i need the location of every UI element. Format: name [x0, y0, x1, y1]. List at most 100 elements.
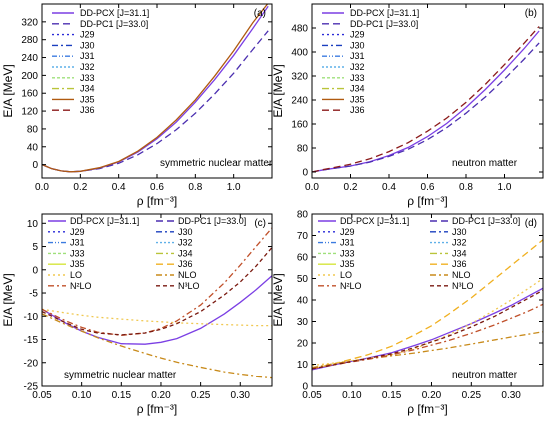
x-tick-label: 0.4 — [382, 182, 396, 193]
x-tick-label: 0.30 — [501, 390, 521, 401]
legend-label: J31 — [80, 51, 95, 61]
legend-label: J30 — [80, 40, 95, 50]
x-tick-label: 0.05 — [302, 390, 322, 401]
x-tick-label: 0.8 — [459, 182, 473, 193]
y-tick-label: 30 — [297, 317, 309, 328]
series-line-dd-pc1-j-33-0- — [42, 30, 269, 173]
y-axis-label: E/A [MeV] — [271, 273, 285, 326]
legend-label: J33 — [340, 248, 355, 258]
legend-label: NLO — [178, 270, 197, 280]
x-tick-label: 0.20 — [151, 390, 171, 401]
legend-label: J32 — [350, 62, 365, 72]
legend-label: J35 — [80, 94, 95, 104]
legend-label: J36 — [80, 105, 95, 115]
x-axis-label: ρ [fm⁻³] — [137, 194, 178, 208]
legend-label: DD-PCX [J=31.1] — [340, 216, 409, 226]
x-axis-label: ρ [fm⁻³] — [137, 402, 178, 416]
y-axis-label: E/A [MeV] — [271, 64, 285, 117]
legend-label: DD-PC1 [J=33.0] — [452, 216, 520, 226]
legend-label: J36 — [350, 105, 365, 115]
x-tick-label: 0.25 — [191, 390, 211, 401]
y-tick-label: -5 — [29, 289, 38, 300]
panel-c: 0.05 0.10 0.15 0.20 0.25 0.30 -25 -20 -15 -10 -5 0 5… — [1, 213, 273, 416]
legend-label: DD-PCX [J=31.1] — [350, 8, 419, 18]
series-line-n-lo — [312, 303, 543, 370]
panel-annotation: symmetric nuclear matter — [160, 158, 273, 169]
legend-label: J33 — [350, 73, 365, 83]
legend-label: J33 — [80, 73, 95, 83]
legend-label: J34 — [178, 248, 193, 258]
panel-annotation: neutron matter — [452, 158, 518, 169]
x-tick-label: 0.2 — [344, 182, 358, 193]
y-tick-label: 70 — [297, 231, 309, 242]
legend-label: J31 — [350, 51, 365, 61]
x-tick-label: 1.0 — [498, 182, 512, 193]
legend: DD-PCX [J=31.1]DD-PC1 [J=33.0]J29J30J31J… — [52, 8, 149, 115]
y-tick-label: 240 — [21, 53, 38, 64]
x-tick-label: 0.0 — [35, 182, 49, 193]
x-tick-label: 0.8 — [188, 182, 202, 193]
legend-label: J34 — [80, 84, 95, 94]
x-tick-label: 0.05 — [32, 390, 52, 401]
plot-frame — [41, 213, 273, 387]
series-line-j36 — [312, 26, 540, 173]
y-tick-label: 40 — [297, 296, 309, 307]
y-tick-label: 10 — [297, 360, 309, 371]
legend-label: J29 — [80, 30, 95, 40]
legend-label: J33 — [70, 248, 85, 258]
y-tick-label: 160 — [21, 89, 38, 100]
series-line-lo — [312, 277, 543, 367]
panel-d: 0.05 0.10 0.15 0.20 0.25 0.30 0 10 20 30 40 50 60 70 8… — [271, 210, 544, 416]
panel-annotation: neutron matter — [452, 370, 518, 381]
panel-annotation: symmetric nuclear matter — [64, 370, 177, 381]
x-tick-label: 1.0 — [227, 182, 241, 193]
y-tick-label: 480 — [291, 24, 308, 35]
legend-label: DD-PC1 [J=33.0] — [350, 19, 418, 29]
series-line-n-lo — [42, 227, 272, 336]
legend-label: J29 — [350, 30, 365, 40]
y-tick-label: 200 — [21, 71, 38, 82]
legend-label: LO — [70, 270, 82, 280]
y-tick-label: -10 — [24, 312, 39, 323]
y-tick-label: 0 — [302, 382, 308, 393]
y-tick-label: 20 — [297, 339, 309, 350]
panel-label: (c) — [254, 218, 266, 229]
y-tick-label: 10 — [27, 219, 39, 230]
legend-label: N²LO — [70, 281, 92, 291]
series-group — [42, 227, 272, 379]
legend-label: J29 — [70, 227, 85, 237]
series-line-dd-pcx-j-31-1- — [312, 30, 540, 173]
y-tick-label: 80 — [27, 124, 39, 135]
legend-label: N²LO — [340, 281, 362, 291]
y-tick-label: 0 — [32, 265, 38, 276]
series-line-dd-pc1-j-33-0- — [312, 42, 540, 173]
series-line-j35 — [42, 4, 269, 173]
x-tick-label: 0.0 — [305, 182, 319, 193]
series-line-n-lo — [42, 247, 272, 336]
legend-label: DD-PC1 [J=33.0] — [178, 216, 246, 226]
x-tick-label: 0.10 — [72, 390, 92, 401]
y-tick-label: 0 — [302, 168, 308, 179]
legend-label: J34 — [350, 84, 365, 94]
series-line-n-lo — [312, 289, 543, 370]
y-tick-label: 80 — [297, 210, 309, 221]
legend-label: J30 — [350, 40, 365, 50]
legend-label: J35 — [340, 259, 355, 269]
y-tick-label: 280 — [21, 35, 38, 46]
legend-label: DD-PC1 [J=33.0] — [80, 19, 148, 29]
x-axis-label: ρ [fm⁻³] — [407, 194, 448, 208]
series-group — [312, 26, 540, 173]
x-tick-label: 0.15 — [382, 390, 402, 401]
legend-label: J30 — [178, 227, 193, 237]
x-tick-label: 0.15 — [112, 390, 132, 401]
series-line-lo — [42, 308, 272, 327]
panel-label: (a) — [254, 8, 266, 19]
x-axis-label: ρ [fm⁻³] — [407, 402, 448, 416]
x-tick-label: 0.6 — [150, 182, 164, 193]
series-group — [312, 239, 543, 371]
series-line-dd-pcx-j-31-1- — [312, 287, 543, 371]
legend-label: J35 — [350, 94, 365, 104]
